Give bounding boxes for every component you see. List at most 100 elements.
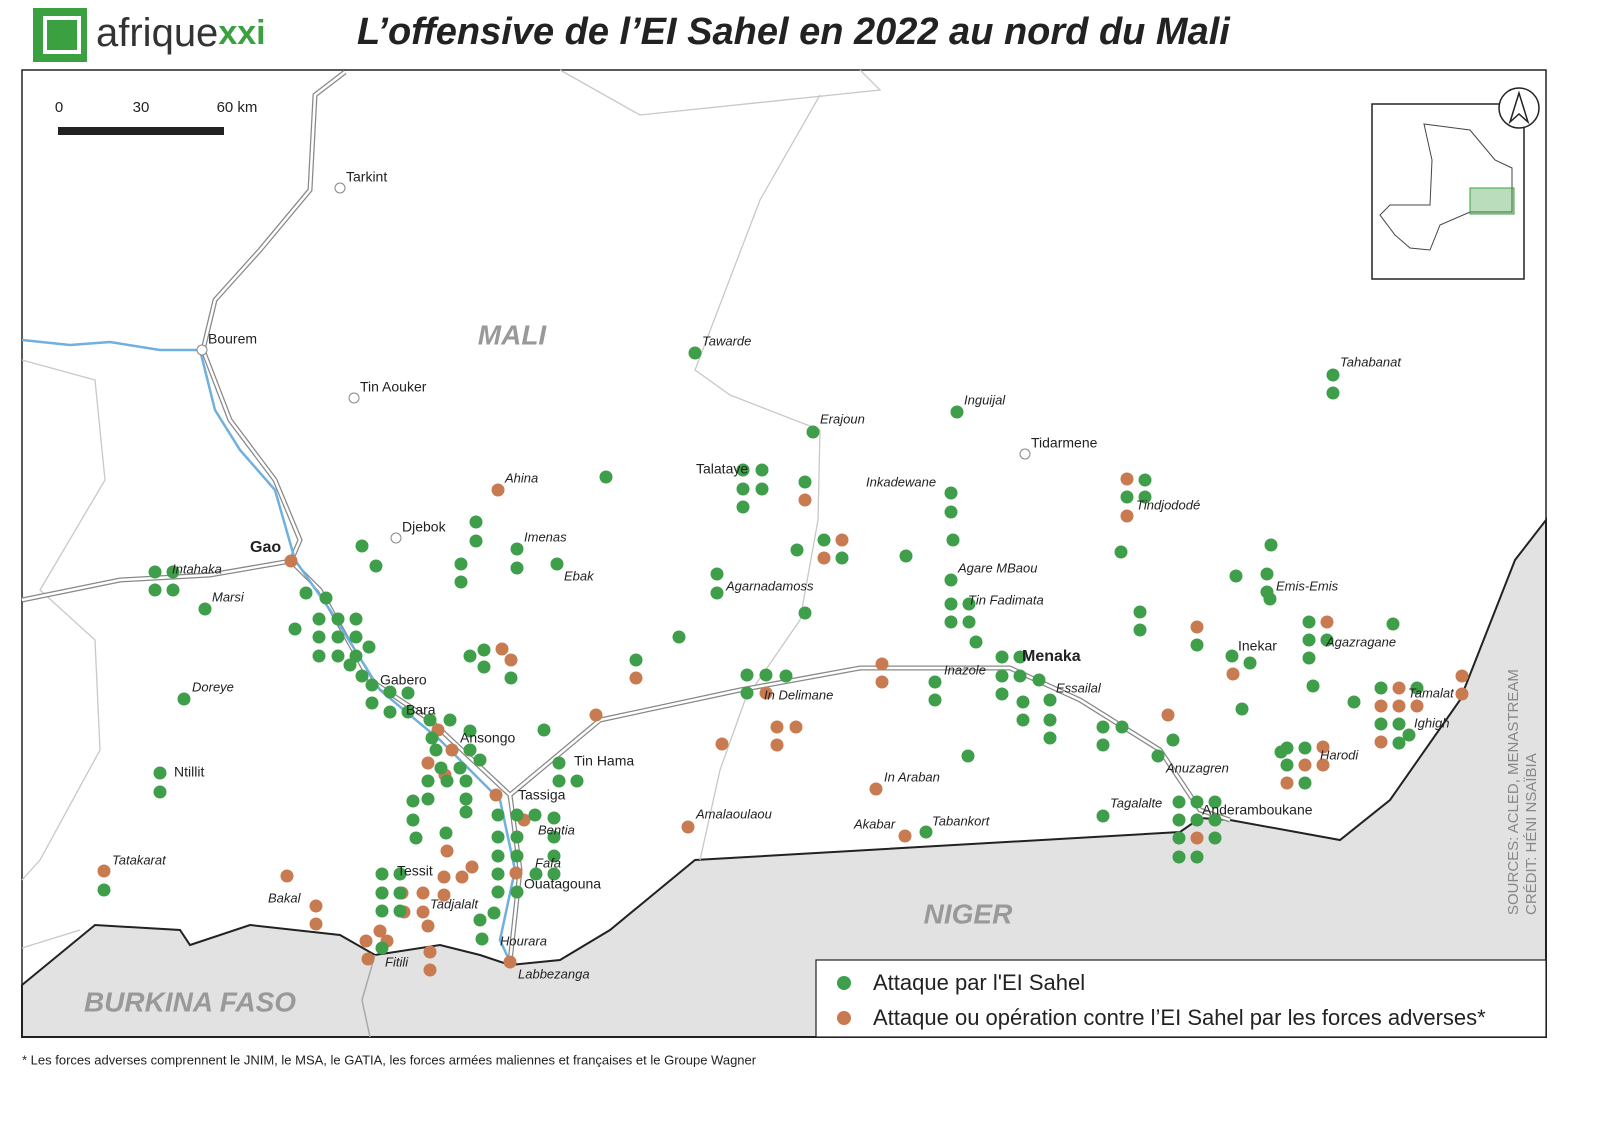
event-attack — [1225, 649, 1239, 663]
event-opposed — [491, 483, 505, 497]
event-attack — [1114, 545, 1128, 559]
event-attack — [919, 825, 933, 839]
event-attack — [1208, 795, 1222, 809]
event-attack — [550, 557, 564, 571]
event-attack — [710, 586, 724, 600]
event-attack — [1298, 741, 1312, 755]
place-label: Bourem — [208, 331, 257, 347]
event-attack — [406, 813, 420, 827]
event-attack — [928, 693, 942, 707]
event-attack — [1374, 681, 1388, 695]
event-opposed — [629, 671, 643, 685]
place-label: Inekar — [1238, 638, 1277, 654]
event-attack — [463, 724, 477, 738]
event-attack — [355, 669, 369, 683]
event-attack — [383, 705, 397, 719]
event-attack — [369, 559, 383, 573]
event-attack — [365, 696, 379, 710]
event-attack — [423, 713, 437, 727]
event-attack — [1347, 695, 1361, 709]
event-opposed — [421, 919, 435, 933]
event-attack — [961, 749, 975, 763]
town — [348, 392, 360, 404]
event-attack — [1096, 738, 1110, 752]
event-attack — [1096, 720, 1110, 734]
event-attack — [547, 830, 561, 844]
event-opposed — [416, 886, 430, 900]
place-label: Fitili — [385, 954, 409, 969]
inset-mali — [1379, 123, 1513, 251]
legend-swatch — [837, 1011, 851, 1025]
place-label: Tin Fadimata — [968, 592, 1044, 607]
event-attack — [1016, 713, 1030, 727]
event-attack — [288, 622, 302, 636]
place-label: Ebak — [564, 568, 595, 583]
event-attack — [629, 653, 643, 667]
place-label: In Araban — [884, 769, 940, 784]
place-label: Imenas — [524, 529, 567, 544]
scale-label: 60 km — [217, 99, 258, 116]
event-attack — [312, 649, 326, 663]
event-opposed — [1455, 687, 1469, 701]
event-attack — [459, 774, 473, 788]
event-opposed — [770, 738, 784, 752]
borders — [21, 69, 882, 949]
event-attack — [1208, 831, 1222, 845]
event-attack — [1260, 567, 1274, 581]
border — [21, 929, 81, 949]
event-opposed — [437, 888, 451, 902]
event-attack — [1263, 592, 1277, 606]
place-label: Doreye — [192, 679, 234, 694]
event-attack — [97, 883, 111, 897]
event-attack — [798, 475, 812, 489]
place-label: Erajoun — [820, 411, 865, 426]
event-opposed — [798, 493, 812, 507]
place-label: Tawarde — [702, 333, 751, 348]
event-attack — [1013, 669, 1027, 683]
event-attack — [491, 885, 505, 899]
event-opposed — [1392, 699, 1406, 713]
event-attack — [1138, 473, 1152, 487]
place-label: Tarkint — [346, 169, 387, 185]
event-attack — [401, 705, 415, 719]
event-attack — [491, 849, 505, 863]
event-attack — [1172, 813, 1186, 827]
event-attack — [1032, 673, 1046, 687]
event-opposed — [361, 952, 375, 966]
event-attack — [755, 482, 769, 496]
event-attack — [995, 650, 1009, 664]
event-opposed — [1190, 831, 1204, 845]
footnote: * Les forces adverses comprennent le JNI… — [22, 1052, 757, 1067]
event-attack — [529, 867, 543, 881]
event-attack — [375, 886, 389, 900]
event-attack — [736, 463, 750, 477]
place-label: Tagalalte — [1110, 795, 1162, 810]
place-label: Anderamboukane — [1202, 802, 1313, 818]
place-label: Intahaka — [172, 561, 222, 576]
event-opposed — [416, 905, 430, 919]
event-attack — [599, 470, 613, 484]
place-label: Bakal — [268, 890, 302, 905]
event-opposed — [359, 934, 373, 948]
river — [21, 338, 517, 963]
event-attack — [928, 675, 942, 689]
event-attack — [790, 543, 804, 557]
event-attack — [1235, 702, 1249, 716]
place-label: Ntillit — [174, 764, 204, 780]
place-label: Tahabanat — [1340, 354, 1402, 369]
event-attack — [1151, 749, 1165, 763]
event-opposed — [373, 924, 387, 938]
place-label: Inazole — [944, 662, 986, 677]
event-attack — [1243, 656, 1257, 670]
event-attack — [491, 808, 505, 822]
event-attack — [504, 671, 518, 685]
event-attack — [1043, 731, 1057, 745]
event-attack — [1172, 795, 1186, 809]
event-attack — [1402, 728, 1416, 742]
place-label: Djebok — [402, 519, 447, 535]
event-attack — [944, 597, 958, 611]
roads — [21, 70, 1231, 963]
event-attack — [148, 583, 162, 597]
event-opposed — [1316, 740, 1330, 754]
event-attack — [1016, 695, 1030, 709]
